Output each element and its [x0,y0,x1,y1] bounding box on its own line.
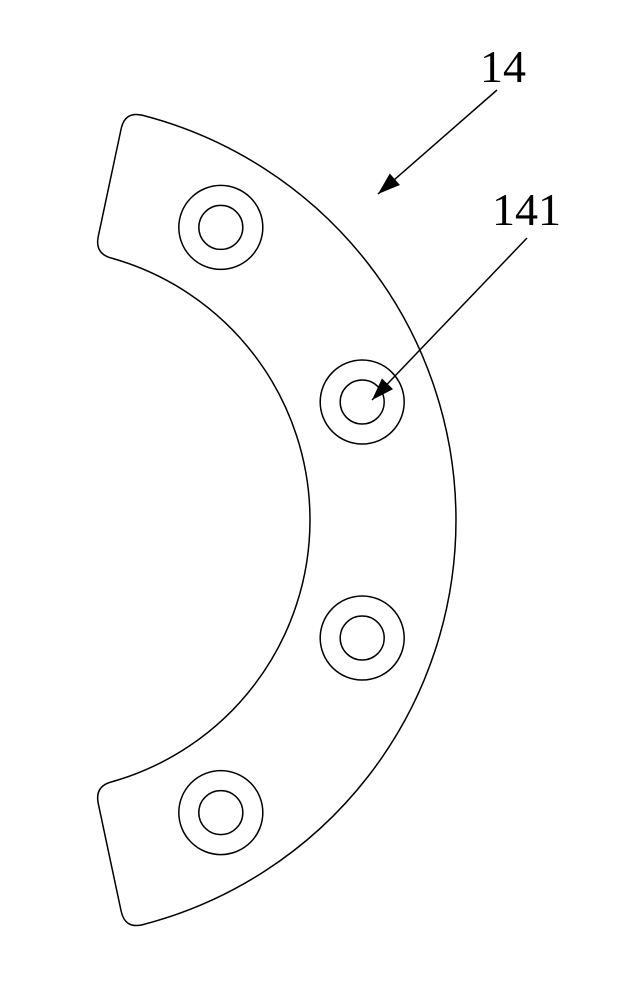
mounting-hole [320,360,404,444]
hole-inner-circle [340,380,384,424]
mounting-hole [320,596,404,680]
hole-inner-circle [199,791,243,835]
hole-outer-circle [320,360,404,444]
hole-inner-circle [340,616,384,660]
hole-outer-circle [179,771,263,855]
hole-outer-circle [179,185,263,269]
leader-line [372,238,527,400]
callout-label: 14 [480,41,526,92]
label-14: 14 [378,41,526,194]
callout-label: 141 [492,184,561,235]
mounting-hole [179,771,263,855]
technical-diagram: 14 141 [0,0,629,1000]
mounting-hole [179,185,263,269]
hole-inner-circle [199,205,243,249]
leader-line [378,90,497,194]
arrowhead-icon [378,173,400,194]
arc-ring-body [98,114,456,925]
label-141: 141 [372,184,561,400]
hole-outer-circle [320,596,404,680]
